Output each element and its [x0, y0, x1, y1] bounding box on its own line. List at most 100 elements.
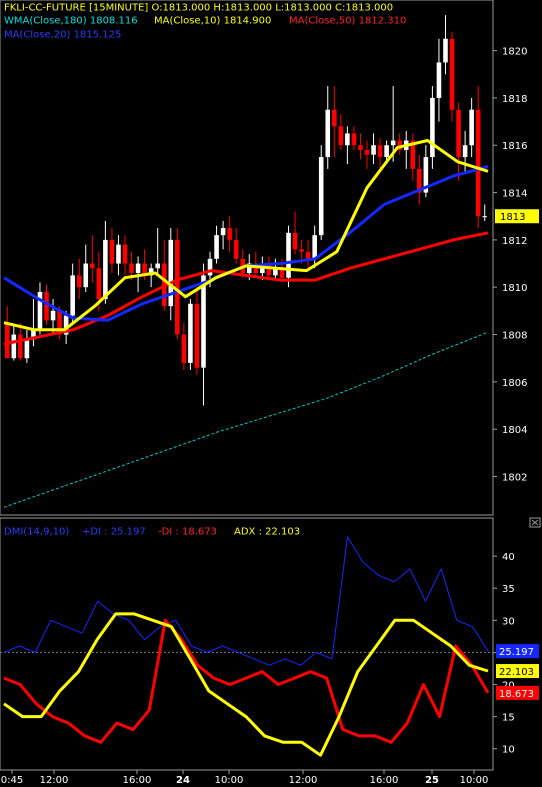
dmi-legend-name: DMI(14,9,10): [4, 526, 69, 537]
candle: [318, 145, 324, 240]
candle: [292, 211, 298, 255]
close-icon[interactable]: [529, 517, 541, 528]
time-tick-label: 24: [176, 775, 190, 786]
candle: [475, 86, 481, 229]
candle: [227, 216, 232, 252]
candle: [430, 86, 435, 169]
candle: [469, 97, 474, 158]
dmi-panel[interactable]: [0, 517, 494, 771]
dmi-value-tag: 18.673: [496, 685, 539, 700]
candle: [371, 133, 376, 165]
dmi-line: [3, 618, 490, 744]
candle: [90, 235, 95, 283]
candle: [103, 220, 108, 304]
time-tick-label: 12:00: [289, 775, 318, 786]
candle: [338, 114, 344, 150]
price-tick-label: 1816: [502, 141, 527, 152]
dmi-value-tag: 22.103: [496, 664, 539, 679]
price-tick-label: 1810: [502, 283, 527, 294]
candle: [76, 258, 82, 300]
time-tick-label: 16:00: [370, 775, 399, 786]
candle: [116, 235, 121, 276]
candle: [449, 31, 455, 122]
candle: [305, 239, 311, 269]
candle: [24, 329, 30, 363]
price-tick-label: 1812: [502, 236, 527, 247]
dmi-tick-label: 40: [502, 552, 515, 563]
candle: [390, 86, 396, 162]
time-tick-label: 10:00: [460, 775, 489, 786]
candle: [364, 140, 370, 169]
price-panel[interactable]: [0, 0, 494, 516]
candle: [122, 235, 128, 276]
candle: [175, 228, 180, 340]
time-tick-label: 10:00: [215, 775, 244, 786]
candle: [358, 133, 363, 160]
time-tick-label: 0:45: [1, 775, 23, 786]
price-tick-label: 1820: [502, 47, 527, 58]
candle: [181, 322, 187, 371]
last-price-tag: 1813: [495, 209, 539, 224]
candle: [4, 306, 10, 359]
price-tick-label: 1808: [502, 331, 527, 342]
candle: [109, 228, 115, 274]
candle: [194, 287, 200, 375]
candle: [188, 299, 193, 371]
candle: [83, 244, 89, 292]
time-tick-label: 12:00: [40, 775, 69, 786]
dmi-legend-adx: ADX : 22.103: [234, 526, 300, 537]
indicator-line: [3, 139, 489, 332]
dmi-line: [3, 536, 489, 666]
candle: [201, 263, 206, 406]
dmi-legend-mdi: -DI : 18.673: [158, 526, 217, 537]
legend-ma20: MA(Close,20) 1815.125: [4, 29, 121, 40]
candle: [325, 86, 331, 169]
indicator-line: [3, 231, 489, 346]
candle: [482, 204, 488, 221]
dmi-legend-pdi: +DI : 25.197: [82, 526, 146, 537]
candle: [443, 15, 448, 75]
price-tick-label: 1804: [502, 425, 527, 436]
legend-ma10: MA(Close,10) 1814.900: [154, 15, 271, 26]
candle: [155, 228, 160, 276]
dmi-tick-label: 10: [502, 745, 515, 756]
candle: [220, 220, 226, 250]
candle: [410, 133, 416, 181]
candle: [214, 225, 219, 264]
candle: [345, 126, 350, 165]
instrument-header: FKLI-CC-FUTURE [15MINUTE] O:1813.000 H:1…: [4, 2, 393, 13]
candle: [351, 126, 357, 150]
dmi-plot-area: [0, 536, 493, 757]
candle: [168, 228, 174, 321]
dmi-tick-label: 30: [502, 616, 515, 627]
dmi-tick-label: 35: [502, 584, 515, 595]
time-tick-label: 16:00: [123, 775, 152, 786]
candle: [456, 102, 461, 181]
candle: [312, 225, 317, 269]
price-tick-label: 1802: [502, 473, 527, 484]
candle: [377, 138, 383, 169]
price-tick-label: 1806: [502, 378, 527, 389]
candle: [37, 282, 43, 335]
last-price-value: 1813: [500, 212, 525, 223]
price-y-axis: 1802 1804 1806 1808 1810 1812 1814 1816 1818 1820…: [493, 47, 539, 484]
candle: [462, 131, 468, 174]
candle: [417, 154, 422, 205]
dmi-line: [3, 612, 489, 757]
dmi-value-label: 22.103: [499, 667, 534, 678]
dmi-value-tag: 25.197: [496, 644, 539, 659]
price-plot-area: [3, 15, 489, 508]
candle: [397, 133, 402, 155]
indicator-line: [3, 331, 489, 508]
price-tick-label: 1814: [502, 189, 527, 200]
candle: [233, 228, 239, 264]
legend-ma50: MA(Close,50) 1812.310: [289, 15, 406, 26]
dmi-value-label: 18.673: [499, 689, 534, 700]
time-x-axis: 0:45 12:00 16:00 24 10:00 12:00 16:00 25 10:00: [1, 770, 489, 786]
dmi-tick-label: 15: [502, 713, 515, 724]
price-tick-label: 1818: [502, 94, 527, 105]
candle: [286, 225, 291, 288]
legend-wma180: WMA(Close,180) 1808.116: [4, 15, 138, 26]
